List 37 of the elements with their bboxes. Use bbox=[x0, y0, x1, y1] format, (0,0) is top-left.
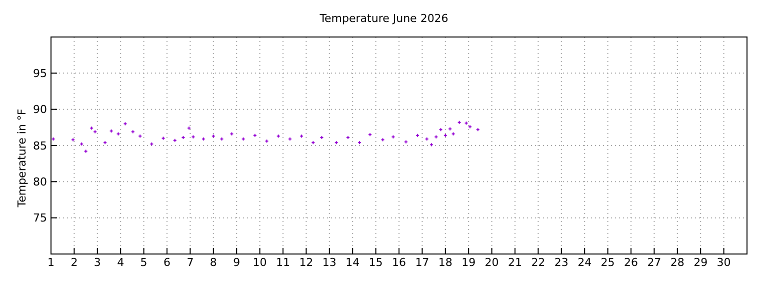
x-tick-label: 22 bbox=[531, 256, 546, 269]
x-tick-label: 9 bbox=[233, 256, 240, 269]
x-tick-label: 10 bbox=[252, 256, 267, 269]
x-tick-label: 7 bbox=[186, 256, 194, 269]
x-tick-label: 5 bbox=[140, 256, 148, 269]
y-tick-label: 85 bbox=[33, 139, 47, 152]
y-tick-label: 95 bbox=[33, 67, 47, 80]
x-tick-label: 15 bbox=[368, 256, 383, 269]
x-tick-label: 6 bbox=[164, 256, 170, 269]
x-tick-label: 19 bbox=[462, 256, 476, 269]
x-tick-label: 3 bbox=[94, 256, 101, 269]
y-tick-label: 80 bbox=[33, 176, 47, 189]
x-tick-label: 18 bbox=[438, 256, 452, 269]
y-tick-label: 75 bbox=[33, 212, 47, 225]
x-tick-label: 1 bbox=[48, 256, 54, 269]
x-tick-label: 12 bbox=[299, 256, 314, 269]
x-tick-label: 17 bbox=[415, 256, 430, 269]
y-tick-label: 90 bbox=[33, 103, 47, 116]
x-tick-label: 29 bbox=[694, 256, 708, 269]
x-tick-label: 26 bbox=[624, 256, 638, 269]
x-tick-label: 27 bbox=[647, 256, 662, 269]
x-tick-label: 23 bbox=[554, 256, 568, 269]
x-tick-label: 30 bbox=[716, 256, 731, 269]
x-tick-label: 4 bbox=[117, 256, 124, 269]
x-tick-label: 8 bbox=[210, 256, 217, 269]
x-tick-label: 2 bbox=[70, 256, 78, 269]
x-tick-label: 25 bbox=[600, 256, 615, 269]
x-tick-label: 21 bbox=[508, 256, 522, 269]
y-axis-title: Temperature in °F bbox=[16, 108, 28, 208]
x-tick-label: 13 bbox=[322, 256, 336, 269]
chart-title: Temperature June 2026 bbox=[318, 12, 450, 25]
x-tick-label: 20 bbox=[484, 256, 499, 269]
x-tick-label: 24 bbox=[578, 256, 592, 269]
x-tick-label: 11 bbox=[276, 256, 290, 269]
x-tick-label: 14 bbox=[346, 256, 360, 269]
x-tick-label: 16 bbox=[392, 256, 406, 269]
x-tick-label: 28 bbox=[670, 256, 684, 269]
